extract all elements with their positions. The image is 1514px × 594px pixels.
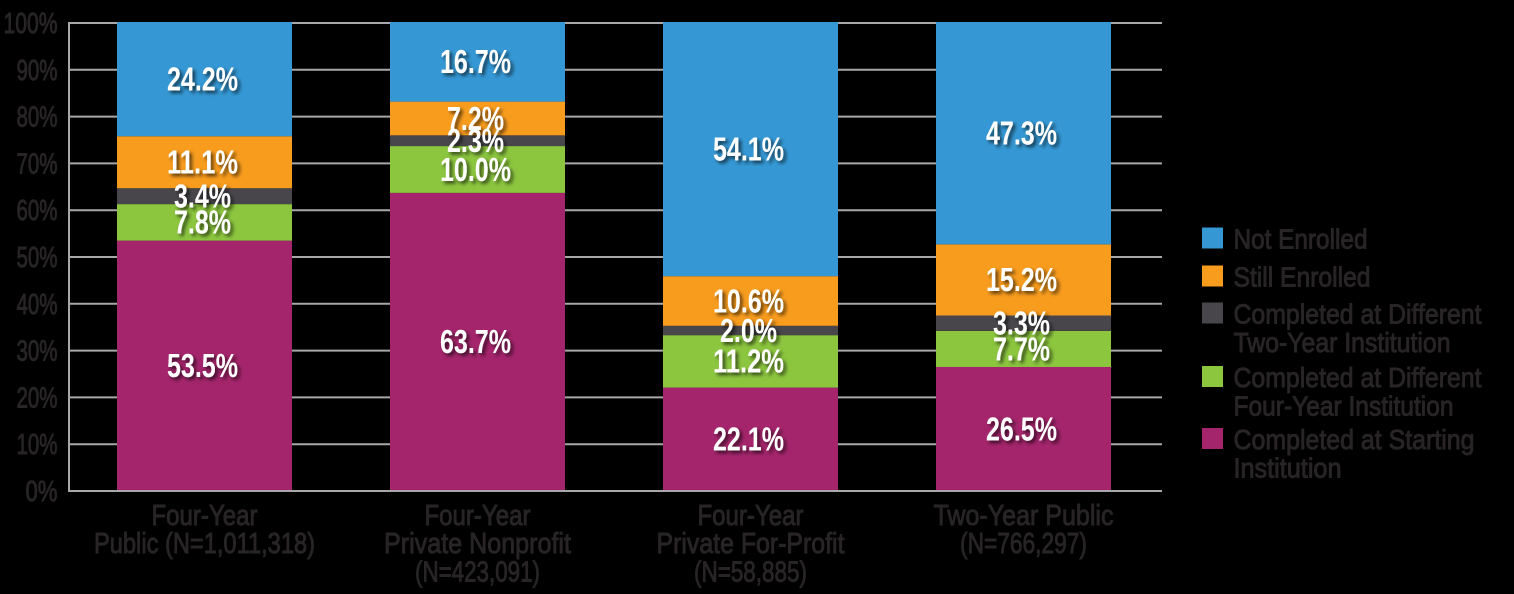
svg-text:Private Nonprofit: Private Nonprofit (384, 528, 571, 560)
svg-text:Not Enrolled: Not Enrolled (1234, 223, 1368, 254)
svg-text:Two-Year Institution: Two-Year Institution (1234, 327, 1451, 358)
svg-text:7.2%: 7.2% (447, 101, 504, 138)
svg-text:40%: 40% (17, 289, 58, 321)
svg-text:2.0%: 2.0% (720, 313, 777, 350)
svg-text:Completed at Starting: Completed at Starting (1234, 424, 1475, 455)
svg-text:Four-Year Institution: Four-Year Institution (1234, 390, 1454, 421)
svg-text:Four-Year: Four-Year (425, 500, 531, 532)
svg-text:53.5%: 53.5% (167, 348, 238, 385)
svg-text:24.2%: 24.2% (167, 61, 238, 98)
svg-text:2.3%: 2.3% (447, 123, 504, 160)
svg-text:100%: 100% (4, 8, 58, 40)
svg-text:80%: 80% (17, 102, 58, 134)
svg-text:10.6%: 10.6% (713, 283, 784, 320)
svg-text:Two-Year Public: Two-Year Public (934, 500, 1114, 532)
svg-text:54.1%: 54.1% (713, 131, 784, 168)
svg-text:47.3%: 47.3% (986, 116, 1057, 153)
svg-text:Four-Year: Four-Year (152, 500, 258, 532)
svg-text:70%: 70% (17, 148, 58, 180)
svg-text:7.8%: 7.8% (174, 205, 231, 242)
svg-text:Still Enrolled: Still Enrolled (1234, 261, 1371, 292)
svg-text:0%: 0% (26, 476, 58, 508)
svg-text:3.4%: 3.4% (174, 179, 231, 216)
svg-text:Institution: Institution (1234, 452, 1342, 483)
svg-text:11.2%: 11.2% (713, 344, 784, 381)
svg-text:(N=766,297): (N=766,297) (960, 528, 1087, 560)
svg-text:30%: 30% (17, 336, 58, 368)
svg-text:20%: 20% (17, 382, 58, 414)
svg-text:7.7%: 7.7% (993, 331, 1050, 368)
svg-text:(N=423,091): (N=423,091) (415, 557, 540, 589)
svg-text:90%: 90% (17, 55, 58, 87)
svg-text:(N=58,885): (N=58,885) (694, 557, 807, 589)
svg-text:Public (N=1,011,318): Public (N=1,011,318) (94, 528, 315, 560)
svg-text:Completed at Different: Completed at Different (1234, 298, 1482, 329)
svg-text:10%: 10% (17, 429, 58, 461)
svg-text:22.1%: 22.1% (713, 422, 784, 459)
svg-text:Four-Year: Four-Year (698, 500, 804, 532)
svg-text:Private For-Profit: Private For-Profit (657, 528, 845, 560)
svg-text:11.1%: 11.1% (167, 145, 238, 182)
svg-text:10.0%: 10.0% (440, 152, 511, 189)
svg-text:63.7%: 63.7% (440, 324, 511, 361)
svg-text:3.3%: 3.3% (993, 306, 1050, 343)
svg-text:Completed at Different: Completed at Different (1234, 362, 1482, 393)
svg-text:15.2%: 15.2% (986, 262, 1057, 299)
svg-text:60%: 60% (17, 195, 58, 227)
svg-text:26.5%: 26.5% (986, 411, 1057, 448)
svg-text:16.7%: 16.7% (440, 44, 511, 81)
svg-text:50%: 50% (17, 242, 58, 274)
